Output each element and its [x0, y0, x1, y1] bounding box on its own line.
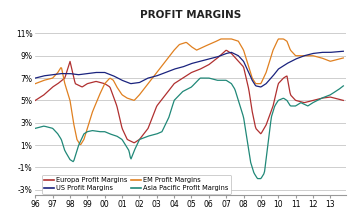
EM Profit Margins: [341, 57, 346, 59]
Europa Profit Margins: [224, 49, 228, 52]
Asia Pacific Profit Margins: [198, 77, 203, 79]
EM Profit Margins: [257, 82, 261, 85]
Asia Pacific Profit Margins: [256, 177, 260, 180]
EM Profit Margins: [78, 143, 82, 146]
Line: US Profit Margins: US Profit Margins: [35, 51, 343, 87]
Europa Profit Margins: [132, 141, 136, 144]
Asia Pacific Profit Margins: [133, 146, 138, 149]
EM Profit Margins: [70, 114, 74, 117]
Europa Profit Margins: [259, 132, 263, 135]
US Profit Margins: [256, 85, 260, 88]
US Profit Margins: [33, 77, 37, 79]
US Profit Margins: [155, 74, 160, 77]
Europa Profit Margins: [33, 99, 37, 102]
Asia Pacific Profit Margins: [70, 160, 74, 163]
Line: Europa Profit Margins: Europa Profit Margins: [35, 50, 343, 143]
EM Profit Margins: [156, 69, 160, 72]
EM Profit Margins: [259, 82, 263, 85]
Asia Pacific Profit Margins: [33, 127, 37, 130]
US Profit Margins: [341, 50, 346, 53]
US Profit Margins: [257, 85, 261, 88]
US Profit Margins: [133, 82, 138, 84]
Asia Pacific Profit Margins: [155, 132, 160, 135]
Asia Pacific Profit Margins: [257, 177, 261, 180]
US Profit Margins: [259, 86, 263, 88]
Europa Profit Margins: [134, 140, 139, 143]
Line: Asia Pacific Profit Margins: Asia Pacific Profit Margins: [35, 78, 343, 179]
EM Profit Margins: [33, 82, 37, 85]
Legend: Europa Profit Margins, US Profit Margins, EM Profit Margins, Asia Pacific Profit: Europa Profit Margins, US Profit Margins…: [42, 175, 231, 194]
Europa Profit Margins: [156, 103, 160, 106]
EM Profit Margins: [219, 38, 223, 40]
US Profit Margins: [70, 73, 74, 75]
Asia Pacific Profit Margins: [228, 81, 232, 84]
Title: PROFIT MARGINS: PROFIT MARGINS: [140, 10, 241, 20]
Europa Profit Margins: [228, 52, 233, 54]
Asia Pacific Profit Margins: [259, 177, 263, 180]
Europa Profit Margins: [341, 99, 346, 102]
EM Profit Margins: [228, 38, 233, 40]
EM Profit Margins: [134, 97, 139, 99]
Europa Profit Margins: [257, 131, 261, 133]
Asia Pacific Profit Margins: [341, 85, 346, 87]
US Profit Margins: [227, 52, 231, 54]
Europa Profit Margins: [70, 70, 74, 73]
Line: EM Profit Margins: EM Profit Margins: [35, 39, 343, 145]
